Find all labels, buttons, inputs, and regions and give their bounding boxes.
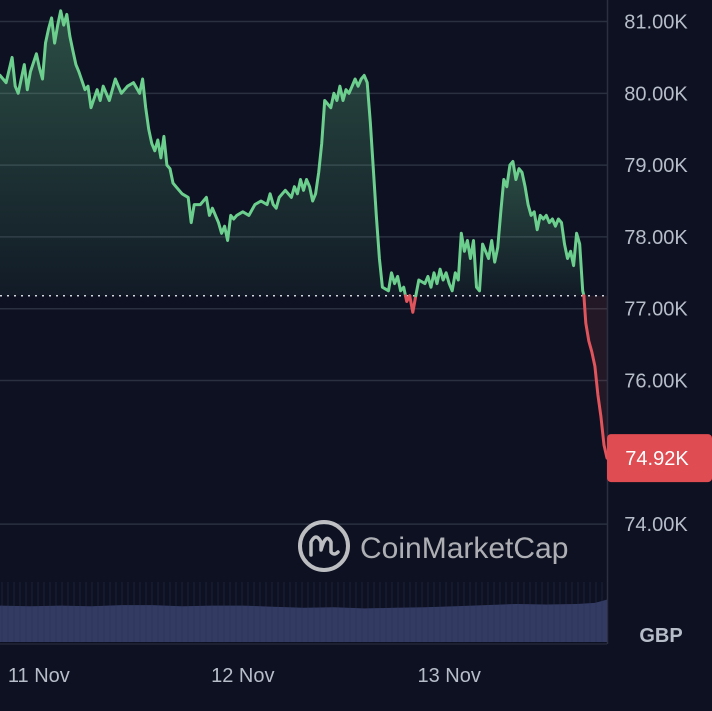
- current-price-label: 74.92K: [625, 448, 689, 470]
- price-line: [0, 9, 609, 460]
- price-area: [0, 10, 607, 459]
- y-tick-label: 79.00K: [624, 155, 688, 177]
- y-tick-label: 81.00K: [624, 12, 688, 34]
- y-tick-label: 80.00K: [624, 83, 688, 105]
- volume-area: [0, 582, 607, 642]
- x-tick-label: 11 Nov: [8, 665, 70, 687]
- current-price-tag: 74.92K: [607, 434, 712, 483]
- y-axis: 81.00K 80.00K 79.00K 78.00K 77.00K 76.00K 74.0…: [624, 12, 688, 537]
- price-line-down: [582, 294, 609, 460]
- y-tick-label: 77.00K: [624, 299, 688, 321]
- price-line-down: [408, 294, 418, 314]
- y-tick-label: 74.00K: [624, 514, 688, 536]
- price-line-up: [0, 9, 407, 298]
- watermark: CoinMarketCap: [298, 520, 568, 572]
- x-tick-label: 13 Nov: [417, 665, 480, 687]
- watermark-text: CoinMarketCap: [360, 532, 568, 565]
- y-tick-label: 76.00K: [624, 371, 688, 393]
- x-axis: 11 Nov 12 Nov 13 Nov: [8, 665, 481, 687]
- currency-label: GBP: [639, 625, 682, 647]
- y-tick-label: 78.00K: [624, 227, 688, 249]
- price-area-up: [0, 10, 406, 296]
- volume-fill: [0, 599, 607, 642]
- x-tick-label: 12 Nov: [211, 665, 274, 687]
- price-line-up: [414, 160, 586, 298]
